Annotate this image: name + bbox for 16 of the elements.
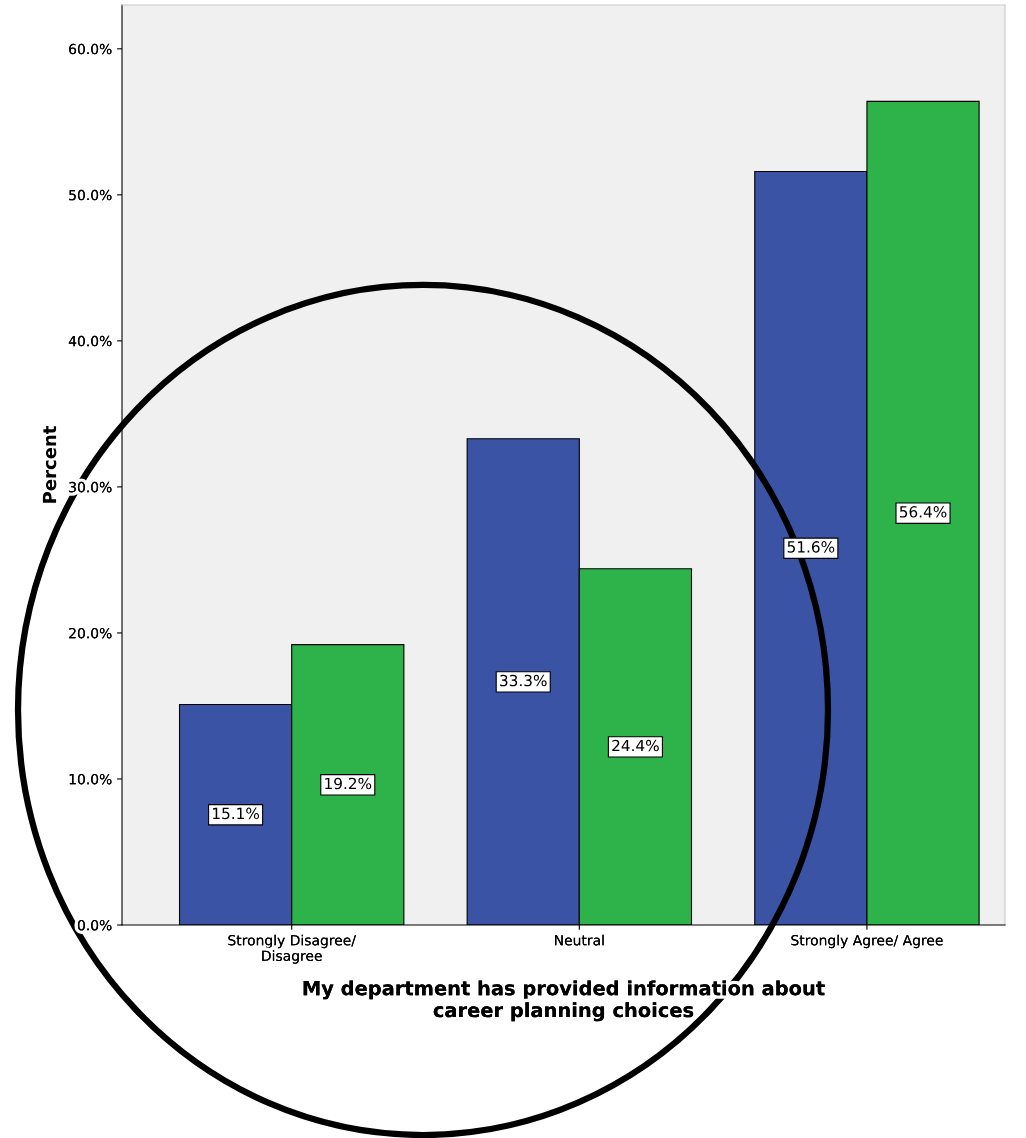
data-label: 51.6% (787, 541, 835, 553)
x-tick-label: Neutral (555, 934, 604, 946)
data-label: 24.4% (612, 739, 659, 752)
y-tick-label: 20.0% (69, 627, 112, 639)
data-label: 15.1% (213, 807, 260, 820)
y-tick-label: 50.0% (69, 189, 112, 201)
x-tick-label: Strongly Agree/ Agree (791, 934, 943, 949)
y-tick-label: 0.0% (77, 919, 112, 931)
y-tick-label: 60.0% (69, 43, 112, 55)
data-label: 56.4% (899, 506, 947, 518)
y-axis-title: Percent (42, 426, 57, 503)
data-label: 19.2% (325, 777, 372, 790)
data-label: 33.3% (500, 674, 547, 687)
y-tick-label: 40.0% (68, 335, 112, 347)
x-tick-label: Strongly Disagree/ Disagree (228, 934, 356, 964)
y-tick-label: 10.0% (69, 773, 112, 785)
